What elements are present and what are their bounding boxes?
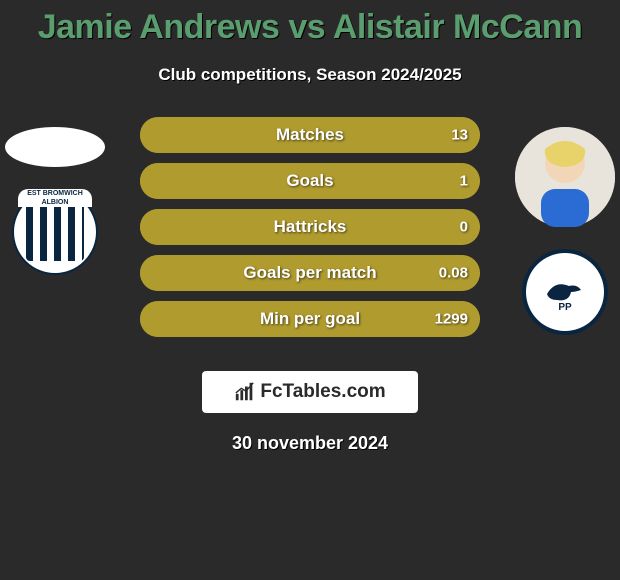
stat-label: Hattricks	[274, 217, 347, 237]
player-left-crest: EST BROMWICH ALBION	[12, 189, 98, 275]
brand-chart-icon	[234, 381, 256, 403]
stat-row: Goals per match 0.08	[140, 255, 480, 291]
brand-box[interactable]: FcTables.com	[202, 371, 418, 413]
player-left-avatar	[5, 127, 105, 167]
stat-bars: Matches 13 Goals 1 Hattricks 0 Goals per match…	[140, 117, 480, 347]
brand-text: FcTables.com	[260, 381, 385, 403]
stat-value-right: 1299	[435, 311, 468, 328]
player-right-avatar	[515, 127, 615, 227]
stat-value-right: 13	[451, 127, 468, 144]
stat-row: Goals 1	[140, 163, 480, 199]
comparison-content: EST BROMWICH ALBION PP Matches 13 Goals 1 Ha…	[0, 117, 620, 357]
stat-value-right: 1	[460, 173, 468, 190]
svg-text:PP: PP	[558, 302, 572, 313]
date-label: 30 november 2024	[0, 433, 620, 454]
crest-left-label: EST BROMWICH ALBION	[18, 189, 92, 207]
player-left-column: EST BROMWICH ALBION	[0, 117, 110, 275]
page-title: Jamie Andrews vs Alistair McCann	[0, 0, 620, 47]
subtitle: Club competitions, Season 2024/2025	[0, 65, 620, 85]
stat-row: Min per goal 1299	[140, 301, 480, 337]
stat-value-right: 0	[460, 219, 468, 236]
stat-value-right: 0.08	[439, 265, 468, 282]
stat-label: Min per goal	[260, 309, 360, 329]
stat-row: Matches 13	[140, 117, 480, 153]
stat-label: Goals per match	[243, 263, 376, 283]
player-right-column: PP	[510, 117, 620, 335]
stat-label: Goals	[286, 171, 333, 191]
stat-label: Matches	[276, 125, 344, 145]
stat-row: Hattricks 0	[140, 209, 480, 245]
player-right-crest: PP	[522, 249, 608, 335]
